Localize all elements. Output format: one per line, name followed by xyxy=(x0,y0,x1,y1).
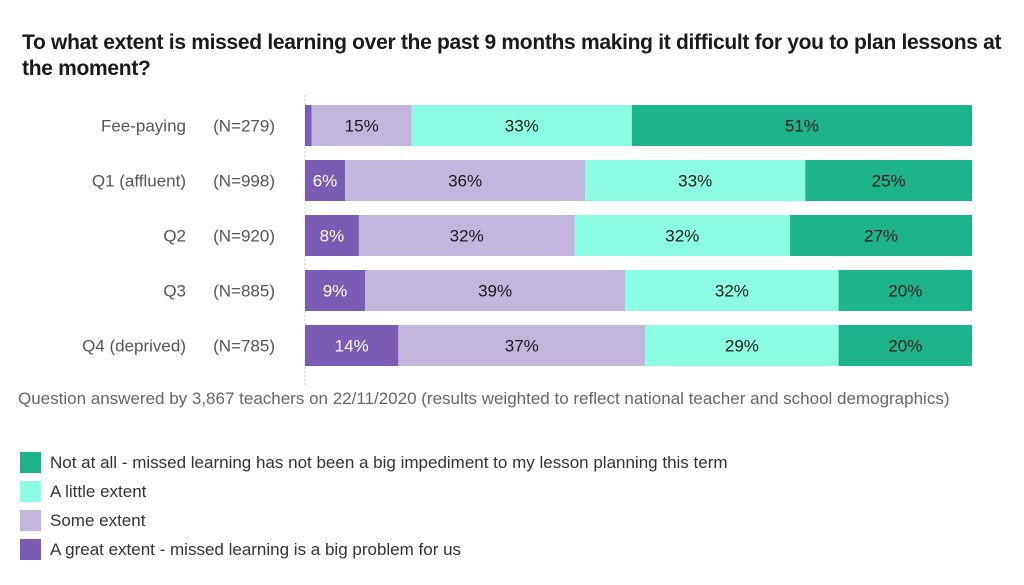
bar-segment xyxy=(365,270,626,311)
bar-segment xyxy=(305,160,346,201)
bar-segment xyxy=(305,215,359,256)
category-label: Q1 (affluent) xyxy=(92,172,186,191)
legend-item-little-extent: A little extent xyxy=(20,477,728,506)
bar-segment xyxy=(311,105,412,146)
bar-segment xyxy=(805,160,972,201)
data-label: 6% xyxy=(313,172,338,191)
legend-item-some-extent: Some extent xyxy=(20,506,728,535)
data-label: 14% xyxy=(335,337,369,356)
sample-size-label: (N=998) xyxy=(213,172,275,191)
bar-segment xyxy=(585,160,806,201)
category-label: Q3 xyxy=(163,282,186,301)
data-label: 25% xyxy=(872,172,906,191)
category-label: Q2 xyxy=(163,227,186,246)
legend-label: Not at all - missed learning has not bee… xyxy=(50,452,728,472)
bar-segment xyxy=(358,215,575,256)
legend-swatch xyxy=(20,481,41,502)
stacked-bar-chart: Fee-paying (N=279) 15% 33% 51% Q1 (affluent) (… xyxy=(82,95,972,385)
legend-label: A great extent - missed learning is a bi… xyxy=(50,539,462,559)
data-label: 39% xyxy=(478,282,512,301)
data-label: 33% xyxy=(678,172,712,191)
data-label: 27% xyxy=(864,227,898,246)
data-label: 37% xyxy=(505,337,539,356)
bar-segment xyxy=(345,160,586,201)
bar-segment xyxy=(790,215,972,256)
bar-segment xyxy=(574,215,791,256)
survey-note: Question answered by 3,867 teachers on 2… xyxy=(18,389,950,408)
data-label: 32% xyxy=(665,227,699,246)
sample-size-label: (N=785) xyxy=(213,337,275,356)
data-label: 36% xyxy=(448,172,482,191)
data-label: 32% xyxy=(450,227,484,246)
data-label: 33% xyxy=(505,117,539,136)
legend-swatch xyxy=(20,539,41,560)
data-label: 9% xyxy=(323,282,348,301)
data-label: 20% xyxy=(888,337,922,356)
bar-segment xyxy=(305,105,312,146)
data-label: 32% xyxy=(715,282,749,301)
data-label: 15% xyxy=(345,117,379,136)
data-label: 8% xyxy=(320,227,345,246)
legend-label: Some extent xyxy=(50,510,146,530)
sample-size-label: (N=920) xyxy=(213,227,275,246)
bar-segment xyxy=(411,105,632,146)
category-label: Fee-paying xyxy=(101,117,186,136)
bar-segment xyxy=(625,270,839,311)
sample-size-label: (N=885) xyxy=(213,282,275,301)
data-label: 20% xyxy=(888,282,922,301)
data-label: 29% xyxy=(725,337,759,356)
category-label: Q4 (deprived) xyxy=(82,337,186,356)
sample-size-label: (N=279) xyxy=(213,117,275,136)
bar-segment xyxy=(305,325,399,366)
bar-segment xyxy=(305,270,366,311)
chart-title: To what extent is missed learning over t… xyxy=(22,31,1002,80)
legend-swatch xyxy=(20,452,41,473)
legend-item-great-extent: A great extent - missed learning is a bi… xyxy=(20,535,728,564)
data-label: 51% xyxy=(785,117,819,136)
legend: Not at all - missed learning has not bee… xyxy=(20,448,728,564)
legend-label: A little extent xyxy=(50,481,147,501)
bar-segment xyxy=(645,325,839,366)
bar-segment xyxy=(838,270,972,311)
legend-item-not-at-all: Not at all - missed learning has not bee… xyxy=(20,448,728,477)
bar-segment xyxy=(398,325,646,366)
bar-segment xyxy=(631,105,972,146)
bar-segment xyxy=(838,325,972,366)
legend-swatch xyxy=(20,510,41,531)
